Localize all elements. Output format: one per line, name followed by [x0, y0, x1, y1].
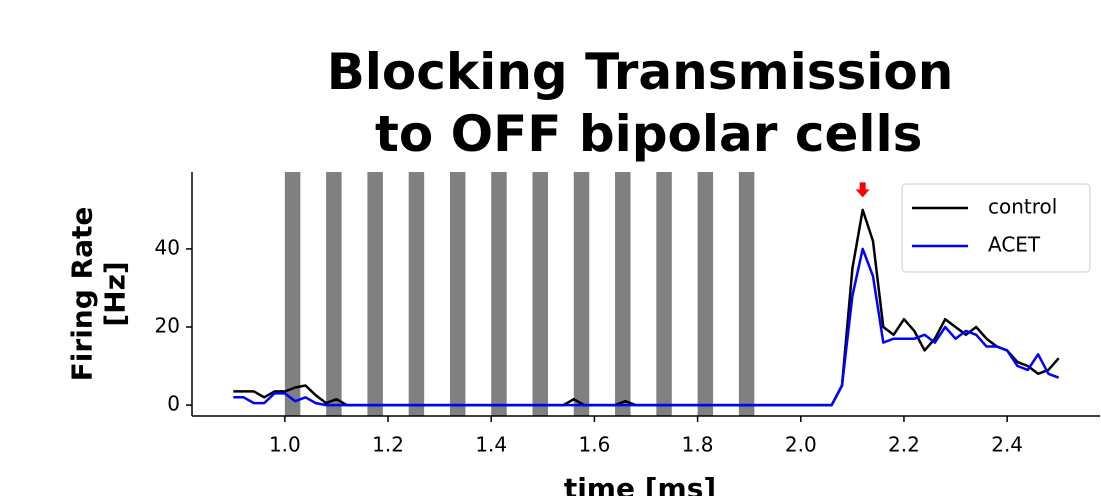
legend-box [901, 183, 1091, 273]
text-line: to OFF bipolar cells [358, 105, 923, 163]
stimulus-bar [573, 172, 590, 416]
stimulus-bar [326, 172, 342, 416]
legend-label: ACET [988, 233, 1041, 257]
x-axis-label: time [ms] [564, 472, 716, 496]
x-tick-label: 1.6 [579, 433, 611, 457]
text-line: [Hz] [99, 261, 132, 326]
data-line [233, 247, 1060, 407]
stimulus-bar [615, 172, 631, 416]
text-line: Blocking Transmission [327, 43, 954, 101]
x-tick-label: 1.0 [269, 433, 301, 457]
x-tick-label: 2.0 [785, 433, 817, 457]
chart-title: Blocking Transmission to OFF bipolar cel… [327, 43, 954, 163]
x-tick-label: 1.8 [682, 433, 714, 457]
x-tick-label: 1.4 [475, 433, 507, 457]
y-tick-label: 0 [167, 392, 180, 416]
y-tick-label: 20 [155, 313, 180, 337]
y-axis-label: Firing Rate[Hz] [66, 207, 132, 382]
legend-label: control [988, 195, 1057, 219]
stimulus-bar [532, 172, 548, 416]
x-tick-label: 2.4 [991, 433, 1023, 457]
stimulus-bar [738, 172, 755, 416]
y-tick-label: 40 [155, 235, 180, 259]
stimulus-bar [408, 172, 425, 416]
stimulus-bar [697, 172, 714, 416]
stimulus-bar [656, 172, 672, 416]
text-line: Firing Rate [66, 207, 99, 382]
stimulus-bar [449, 172, 466, 416]
x-tick-label: 2.2 [888, 433, 920, 457]
x-tick-label: 1.2 [372, 433, 404, 457]
stimulus-bar [367, 172, 383, 416]
stimulus-bar [284, 172, 301, 416]
peak-marker [855, 182, 870, 198]
stimulus-bar [491, 172, 507, 416]
